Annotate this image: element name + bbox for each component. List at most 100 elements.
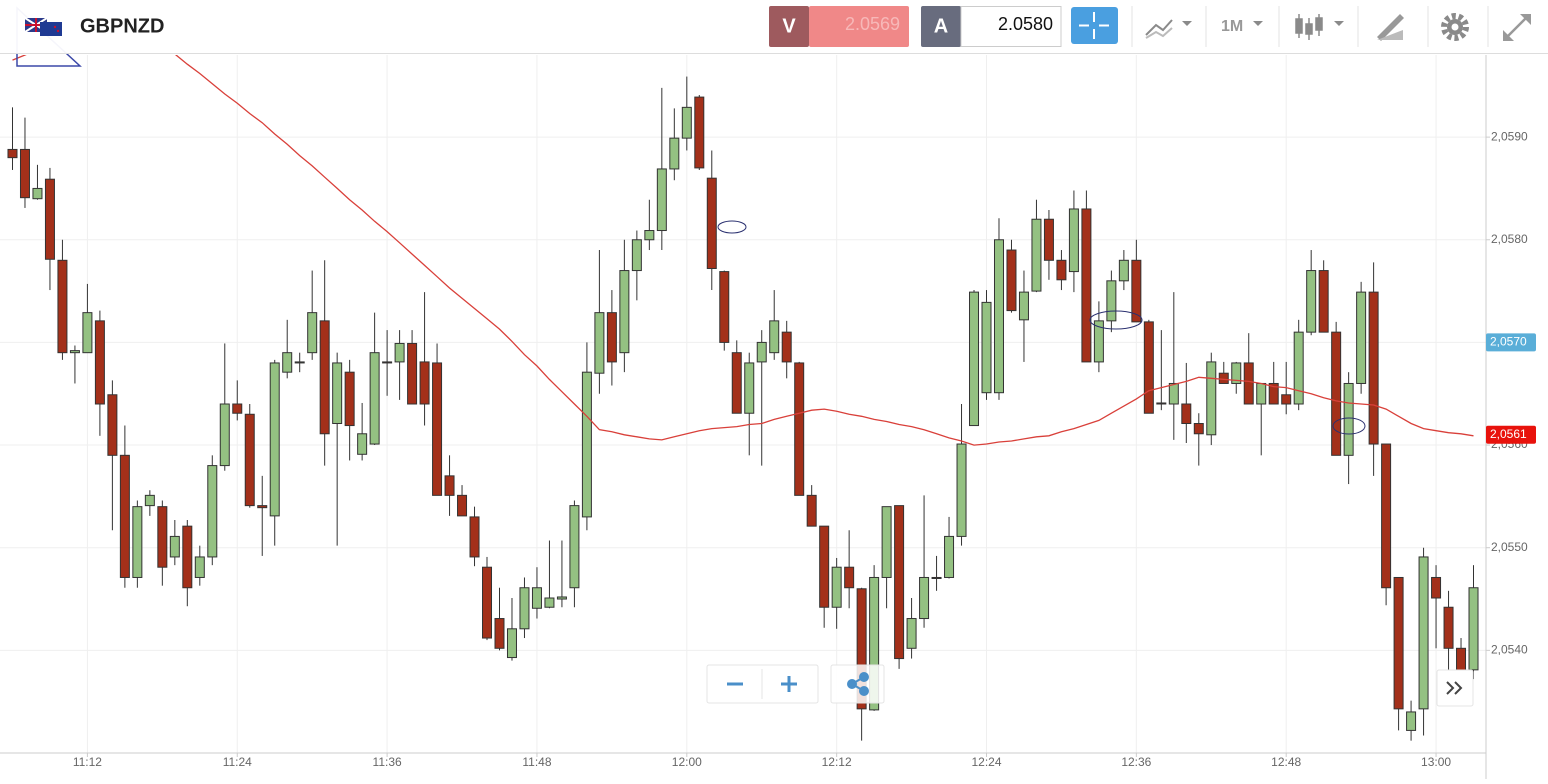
- candle-body: [806, 494, 817, 527]
- expand-icon[interactable]: [1503, 14, 1531, 41]
- candle-body: [956, 443, 967, 537]
- candle-body: [781, 331, 792, 363]
- candle-body: [981, 301, 992, 394]
- candle-body: [506, 628, 517, 659]
- ellipse-drawing: [1089, 310, 1143, 330]
- plot: [7, 55, 1479, 741]
- candle-body: [207, 465, 218, 558]
- share-button[interactable]: [830, 664, 885, 704]
- candle-body: [244, 413, 255, 507]
- candle-body: [794, 362, 805, 496]
- candle-body: [407, 342, 418, 405]
- buy-price-box[interactable]: [960, 6, 1062, 47]
- candle-body: [7, 148, 18, 159]
- candle-body: [531, 587, 542, 609]
- sell-price-box[interactable]: [809, 6, 909, 47]
- candle-body: [731, 352, 742, 414]
- ellipse-drawing: [717, 220, 747, 234]
- candle-body: [1231, 362, 1242, 384]
- candle-body: [1406, 711, 1417, 731]
- candle-body: [1056, 259, 1067, 281]
- candle-body: [194, 556, 205, 578]
- sell-price: 2.0569: [845, 14, 900, 34]
- buy-button[interactable]: [921, 6, 961, 47]
- candle-body: [469, 516, 480, 558]
- candle-body: [357, 433, 368, 455]
- x-tick-label: 12:24: [971, 755, 1001, 769]
- zoom-in[interactable]: [781, 676, 797, 692]
- candle-body: [169, 535, 180, 558]
- chart-type-icon[interactable]: [1145, 19, 1173, 39]
- candle-body: [332, 362, 343, 425]
- candle-body: [1043, 218, 1054, 261]
- candle-body: [906, 618, 917, 649]
- x-tick-label: 11:24: [223, 755, 252, 769]
- draw-icon[interactable]: [1377, 14, 1404, 41]
- scroll-end-button[interactable]: [1436, 669, 1474, 707]
- candle-body: [1256, 382, 1267, 405]
- moving-average: [12, 55, 1474, 446]
- candle-body: [1068, 208, 1079, 273]
- sell-button[interactable]: [769, 6, 809, 47]
- candle-body: [1206, 361, 1217, 436]
- candle-body: [1081, 208, 1092, 363]
- candle-body: [606, 312, 617, 363]
- candle-body: [719, 271, 730, 343]
- candle-body: [1006, 249, 1017, 312]
- candle-body: [44, 178, 55, 260]
- x-tick-label: 13:00: [1421, 755, 1451, 769]
- candle-body: [844, 566, 855, 589]
- candle-body: [669, 137, 680, 170]
- candle-body: [394, 342, 405, 363]
- candle-body: [94, 320, 105, 405]
- candle-body: [82, 312, 93, 354]
- candle-body: [269, 362, 280, 517]
- candle-body: [144, 494, 155, 507]
- candle-body: [1156, 402, 1167, 405]
- candle-body: [307, 312, 318, 354]
- candle-body: [294, 361, 305, 364]
- candle-body: [457, 494, 468, 517]
- candle-body: [1456, 647, 1467, 672]
- buy-label: A: [934, 15, 948, 37]
- candle-body: [132, 506, 143, 578]
- caret: [1334, 21, 1344, 26]
- candle-body: [656, 168, 667, 232]
- candle-body: [1418, 556, 1429, 710]
- candle-body: [232, 403, 243, 414]
- settings-icon[interactable]: [1441, 13, 1469, 41]
- candle-body: [419, 361, 430, 405]
- candle-body: [993, 239, 1004, 394]
- candle-body: [1268, 382, 1279, 405]
- x-tick-label: 12:48: [1271, 755, 1301, 769]
- axes: 2,05402,05502,05602,05702,05802,059011:1…: [73, 129, 1536, 769]
- candle-body: [319, 320, 330, 435]
- candle-body: [944, 535, 955, 578]
- candle-body: [1331, 331, 1342, 456]
- candle-body: [1368, 291, 1379, 445]
- candle-body: [69, 350, 80, 354]
- caret: [1182, 21, 1192, 26]
- buy-price: 2.0580: [998, 14, 1053, 34]
- candle-body: [369, 352, 380, 445]
- y-tick-label: 2,0550: [1491, 540, 1528, 554]
- candle-body: [881, 506, 892, 578]
- candle-body: [1318, 270, 1329, 333]
- crosshair-button[interactable]: [1071, 7, 1118, 44]
- candle-body: [444, 475, 455, 496]
- candle-body: [19, 148, 30, 199]
- timeframe[interactable]: 1M: [1221, 18, 1243, 35]
- crosshair-icon: [1079, 12, 1109, 39]
- candle-body: [744, 362, 755, 414]
- candle-body: [694, 96, 705, 169]
- candle-body: [594, 312, 605, 374]
- candle-icon[interactable]: [1295, 14, 1323, 40]
- candle-body: [919, 576, 930, 620]
- symbol: GBPNZD: [80, 15, 164, 37]
- candle-body: [894, 505, 905, 660]
- candle-body: [769, 320, 780, 354]
- candle-body: [119, 454, 130, 578]
- candle-body: [1168, 382, 1179, 405]
- candle-body: [1343, 382, 1354, 456]
